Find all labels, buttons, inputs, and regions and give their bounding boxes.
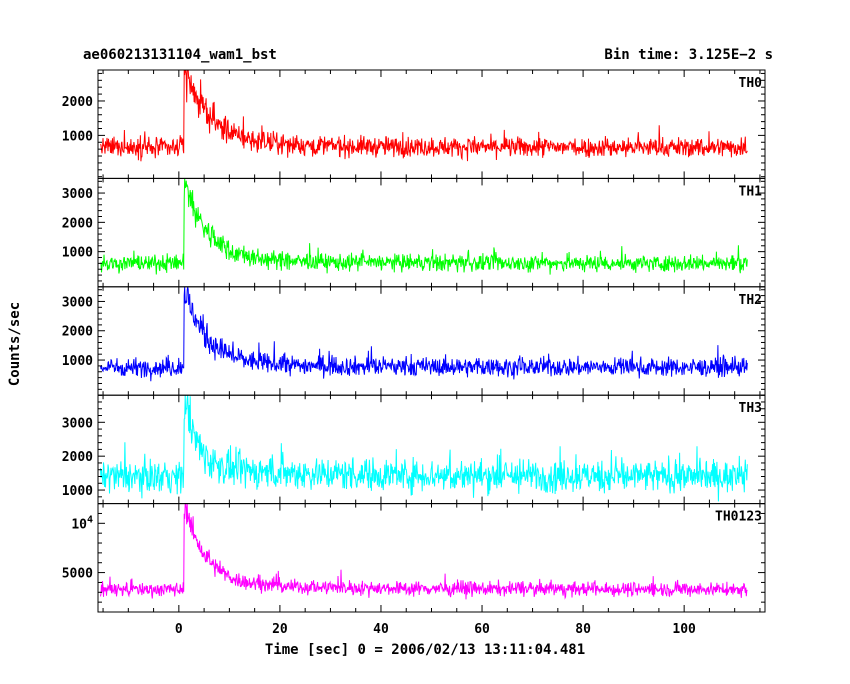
y-tick-label: 1000 (62, 484, 93, 499)
series-line-th1 (100, 178, 748, 275)
y-tick-label: 1000 (62, 354, 93, 369)
y-tick-label: 1000 (62, 129, 93, 144)
panel-label-th0123: TH0123 (715, 510, 762, 525)
x-tick-label: 20 (272, 622, 288, 637)
chart-title-left: ae060213131104_wam1_bst (83, 47, 277, 63)
y-tick-label: 3000 (62, 187, 93, 202)
chart-title-right: Bin time: 3.125E−2 s (604, 47, 773, 63)
y-axis-title: Counts/sec (7, 302, 23, 386)
y-tick-label: 5000 (62, 567, 93, 582)
y-tick-label: 2000 (62, 216, 93, 231)
series-line-th2 (100, 286, 748, 382)
y-tick-label: 3000 (62, 295, 93, 310)
series-line-th0 (100, 69, 748, 162)
panel-frame-th0 (97, 69, 766, 179)
y-tick-label: 2000 (62, 325, 93, 340)
panel-frame-th0123 (97, 503, 766, 613)
x-tick-label: 80 (575, 622, 591, 637)
x-tick-label: 60 (474, 622, 490, 637)
panel-label-th2: TH2 (739, 293, 762, 308)
y-tick-label: 104 (71, 514, 93, 532)
panel-frame-th2 (97, 286, 766, 396)
panel-label-th0: TH0 (739, 76, 763, 91)
x-tick-label: 100 (672, 622, 696, 637)
series-line-th3 (100, 395, 748, 502)
panel-label-th3: TH3 (739, 401, 762, 416)
series-line-th0123 (100, 503, 748, 600)
panel-label-th1: TH1 (739, 184, 763, 199)
y-tick-label: 3000 (62, 416, 93, 431)
x-axis-title: Time [sec] 0 = 2006/02/13 13:11:04.481 (265, 642, 585, 658)
y-tick-label: 2000 (62, 95, 93, 110)
y-tick-label: 2000 (62, 450, 93, 465)
x-tick-label: 0 (175, 622, 183, 637)
x-tick-label: 40 (373, 622, 389, 637)
panel-frame-th3 (97, 394, 766, 505)
y-tick-label: 1000 (62, 246, 93, 261)
